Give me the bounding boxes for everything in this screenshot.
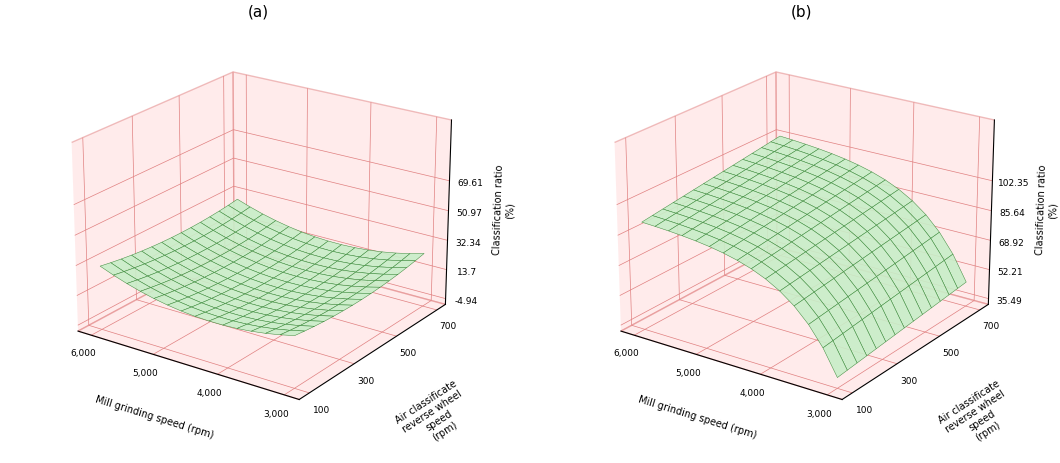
Title: (b): (b) (791, 4, 812, 19)
Title: (a): (a) (248, 4, 269, 19)
Y-axis label: Air classificate
reverse wheel
speed
(rpm): Air classificate reverse wheel speed (rp… (393, 378, 477, 454)
X-axis label: Mill grinding speed (rpm): Mill grinding speed (rpm) (94, 394, 215, 441)
Y-axis label: Air classificate
reverse wheel
speed
(rpm): Air classificate reverse wheel speed (rp… (936, 378, 1021, 454)
X-axis label: Mill grinding speed (rpm): Mill grinding speed (rpm) (637, 394, 758, 441)
